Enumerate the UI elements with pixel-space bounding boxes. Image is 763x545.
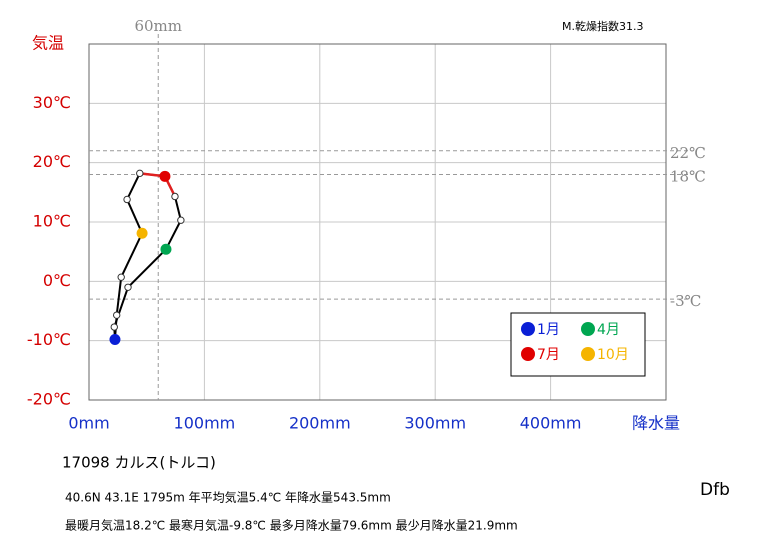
- month-point: [177, 216, 185, 224]
- y-tick-label: -20℃: [27, 390, 71, 409]
- station-info: 40.6N 43.1E 1795m 年平均気温5.4℃ 年降水量543.5mm: [65, 490, 391, 505]
- y-tick-label: 0℃: [43, 271, 71, 290]
- chart-title: 17098 カルス(トルコ): [62, 454, 216, 472]
- month-point-highlight: [136, 227, 148, 239]
- y-tick-label: -10℃: [27, 330, 71, 349]
- x-tick-label: 100mm: [174, 414, 236, 433]
- month-point: [136, 169, 144, 178]
- month-point: [112, 311, 121, 319]
- reference-label: 22℃: [670, 144, 706, 162]
- legend-label: 10月: [597, 347, 629, 363]
- month-point: [124, 283, 132, 291]
- x-tick-label: 300mm: [404, 414, 466, 433]
- month-point: [171, 192, 179, 201]
- legend-label: 4月: [597, 322, 620, 338]
- legend: 1月 4月 7月 10月: [510, 312, 646, 377]
- month-point-highlight: [159, 170, 171, 182]
- month-point: [123, 195, 131, 204]
- y-axis-label: 気温: [32, 34, 64, 53]
- climate-class: Dfb: [700, 480, 730, 500]
- reference-label: 60mm: [134, 17, 182, 35]
- x-tick-label: 200mm: [289, 414, 351, 433]
- legend-marker: [521, 322, 535, 336]
- y-tick-label: 30℃: [33, 93, 71, 112]
- legend-marker: [521, 347, 535, 361]
- month-point: [117, 273, 125, 281]
- month-point: [110, 323, 118, 331]
- legend-marker: [581, 347, 595, 361]
- month-point-highlight: [160, 243, 172, 255]
- reference-label: 18℃: [670, 168, 706, 186]
- plot-border: [88, 43, 667, 401]
- y-tick-label: 10℃: [33, 212, 71, 231]
- legend-label: 7月: [537, 347, 560, 363]
- y-tick-label: 20℃: [33, 152, 71, 171]
- dryness-index: M.乾燥指数31.3: [562, 19, 643, 33]
- reference-label: -3℃: [670, 292, 701, 310]
- legend-marker: [581, 322, 595, 336]
- x-axis-label: 降水量: [632, 414, 680, 433]
- x-tick-label: 400mm: [520, 414, 582, 433]
- legend-label: 1月: [537, 322, 560, 338]
- x-tick-label: 0mm: [68, 414, 109, 433]
- station-stats: 最暖月気温18.2℃ 最寒月気温-9.8℃ 最多月降水量79.6mm 最少月降水…: [65, 518, 518, 533]
- legend-box: [510, 312, 646, 377]
- month-point-highlight: [109, 333, 121, 345]
